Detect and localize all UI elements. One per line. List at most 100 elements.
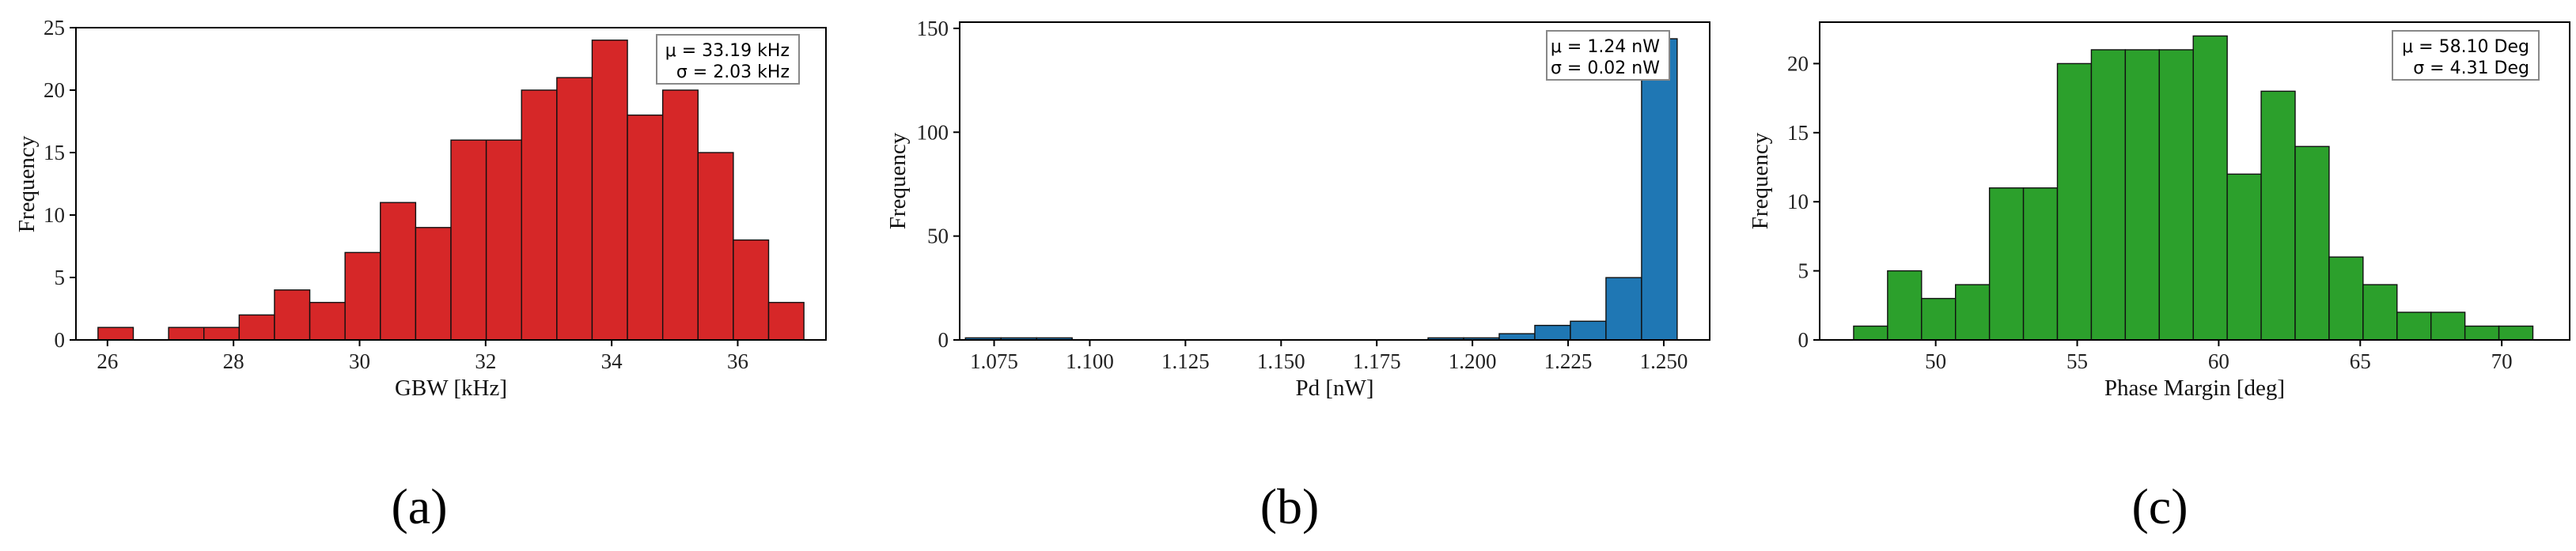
histogram-bar-c-8 bbox=[2124, 49, 2160, 341]
y-tick-label-a-1: 5 bbox=[55, 266, 66, 289]
histogram-bar-a-17 bbox=[697, 152, 734, 341]
histogram-bar-b-18 bbox=[1605, 277, 1642, 341]
histogram-bar-c-15 bbox=[2362, 284, 2398, 341]
stats-sigma-b: σ = 0.02 nW bbox=[1551, 58, 1660, 78]
histogram-bar-c-9 bbox=[2158, 49, 2194, 341]
bars-b bbox=[964, 38, 1678, 341]
panel-c: 50 55 60 65 70 0 5 10 15 20 Phase Margin [deg] F… bbox=[1748, 21, 2570, 534]
xticks-c: 50 55 60 65 70 bbox=[1925, 340, 2513, 373]
histogram-bar-a-18 bbox=[733, 239, 770, 341]
x-tick-label-a-2: 30 bbox=[349, 349, 370, 373]
stats-box-b: μ = 1.24 nW σ = 0.02 nW bbox=[1546, 30, 1670, 81]
histogram-bar-a-4 bbox=[238, 314, 275, 341]
y-tick-label-c-0: 0 bbox=[1798, 328, 1809, 352]
x-tick-label-a-0: 26 bbox=[97, 349, 118, 373]
histogram-bar-a-8 bbox=[380, 202, 417, 341]
histogram-bar-a-3 bbox=[203, 326, 241, 341]
bars-a bbox=[97, 40, 805, 341]
xticks-b: 1.075 1.100 1.125 1.150 1.175 1.200 1.225 1.250 bbox=[970, 340, 1688, 373]
y-axis-label-b: Frequency bbox=[885, 132, 911, 229]
x-tick-label-a-1: 28 bbox=[223, 349, 244, 373]
histogram-bar-c-5 bbox=[2022, 187, 2059, 341]
histogram-bar-c-4 bbox=[1988, 187, 2025, 341]
panel-a: 26 28 30 32 34 36 0 5 10 15 20 25 GBW [kHz] Freque… bbox=[14, 16, 827, 534]
stats-box-c: μ = 58.10 Deg σ = 4.31 Deg bbox=[2392, 30, 2540, 81]
histogram-bar-a-16 bbox=[661, 89, 699, 341]
y-tick-label-b-2: 100 bbox=[917, 120, 949, 144]
yticks-c: 0 5 10 15 20 bbox=[1787, 51, 1820, 352]
x-tick-label-c-3: 65 bbox=[2350, 349, 2371, 373]
y-axis-label-a: Frequency bbox=[14, 135, 40, 232]
y-tick-label-c-1: 5 bbox=[1798, 259, 1809, 283]
yticks-a: 0 5 10 15 20 25 bbox=[44, 16, 76, 352]
yticks-b: 0 50 100 150 bbox=[917, 17, 960, 352]
histogram-bar-a-12 bbox=[521, 89, 558, 341]
histogram-bar-b-15 bbox=[1498, 333, 1536, 341]
x-axis-label-c: Phase Margin [deg] bbox=[2104, 376, 2285, 401]
histogram-bar-c-10 bbox=[2192, 35, 2228, 341]
histogram-bar-b-16 bbox=[1534, 324, 1571, 341]
histogram-bar-a-10 bbox=[450, 139, 487, 341]
histogram-bar-a-5 bbox=[274, 289, 311, 341]
y-tick-label-a-0: 0 bbox=[55, 328, 66, 352]
histogram-bar-a-14 bbox=[591, 40, 628, 341]
y-tick-label-a-5: 25 bbox=[44, 16, 65, 40]
x-tick-label-a-3: 32 bbox=[475, 349, 496, 373]
axes-frame-a bbox=[75, 27, 827, 341]
caption-c: (c) bbox=[2131, 478, 2188, 534]
x-tick-label-c-0: 50 bbox=[1925, 349, 1946, 373]
y-tick-label-c-2: 10 bbox=[1787, 190, 1809, 213]
histogram-bar-b-17 bbox=[1570, 320, 1607, 341]
histogram-bar-c-13 bbox=[2294, 145, 2330, 341]
y-axis-label-c: Frequency bbox=[1748, 132, 1773, 229]
stats-sigma-c: σ = 4.31 Deg bbox=[2413, 58, 2529, 78]
stats-mu-c: μ = 58.10 Deg bbox=[2402, 37, 2529, 57]
y-tick-label-a-3: 15 bbox=[44, 141, 65, 164]
y-tick-label-a-4: 20 bbox=[44, 78, 65, 102]
histogram-bar-a-11 bbox=[485, 139, 522, 341]
stats-mu-a: μ = 33.19 kHz bbox=[665, 41, 790, 61]
histogram-bar-a-0 bbox=[97, 326, 134, 341]
histogram-bar-a-6 bbox=[309, 301, 346, 341]
xticks-a: 26 28 30 32 34 36 bbox=[97, 340, 748, 373]
histogram-bar-a-2 bbox=[168, 326, 205, 341]
y-tick-label-c-3: 15 bbox=[1787, 121, 1809, 145]
y-tick-label-b-3: 150 bbox=[917, 17, 949, 40]
x-tick-label-c-4: 70 bbox=[2491, 349, 2513, 373]
histogram-bar-a-9 bbox=[415, 227, 452, 341]
histogram-bar-c-6 bbox=[2056, 62, 2093, 341]
stats-sigma-a: σ = 2.03 kHz bbox=[676, 62, 790, 82]
x-tick-label-b-3: 1.150 bbox=[1257, 349, 1305, 373]
x-tick-label-b-0: 1.075 bbox=[970, 349, 1018, 373]
caption-a: (a) bbox=[391, 478, 447, 534]
x-axis-label-b: Pd [nW] bbox=[1295, 376, 1373, 401]
histogram-bar-a-7 bbox=[344, 251, 381, 341]
histogram-bar-b-19 bbox=[1641, 38, 1678, 341]
x-tick-label-b-1: 1.100 bbox=[1066, 349, 1114, 373]
x-tick-label-b-7: 1.250 bbox=[1640, 349, 1688, 373]
histogram-bar-c-3 bbox=[1955, 284, 1991, 341]
histogram-bar-c-7 bbox=[2090, 49, 2127, 341]
histogram-bar-c-2 bbox=[1921, 297, 1957, 341]
histogram-bar-c-0 bbox=[1853, 325, 1888, 341]
x-tick-label-c-1: 55 bbox=[2066, 349, 2088, 373]
histogram-bar-c-18 bbox=[2464, 325, 2500, 341]
histogram-bar-a-15 bbox=[627, 114, 664, 341]
histogram-bar-c-12 bbox=[2260, 90, 2296, 341]
x-tick-label-b-5: 1.200 bbox=[1449, 349, 1497, 373]
stats-box-a: μ = 33.19 kHz σ = 2.03 kHz bbox=[656, 34, 800, 85]
caption-b: (b) bbox=[1260, 478, 1320, 534]
x-tick-label-a-5: 36 bbox=[727, 349, 748, 373]
x-tick-label-a-4: 34 bbox=[601, 349, 623, 373]
x-tick-label-c-2: 60 bbox=[2208, 349, 2229, 373]
histogram-bar-c-14 bbox=[2328, 256, 2364, 341]
stats-mu-b: μ = 1.24 nW bbox=[1551, 37, 1660, 57]
axes-frame-c bbox=[1819, 21, 2570, 341]
x-tick-label-b-6: 1.225 bbox=[1544, 349, 1593, 373]
panel-b: 1.075 1.100 1.125 1.150 1.175 1.200 1.225 1.250… bbox=[885, 17, 1710, 534]
x-axis-label-a: GBW [kHz] bbox=[395, 376, 507, 401]
histogram-bar-c-11 bbox=[2226, 173, 2262, 341]
histogram-bar-a-19 bbox=[767, 301, 805, 341]
y-tick-label-a-2: 10 bbox=[44, 203, 65, 227]
